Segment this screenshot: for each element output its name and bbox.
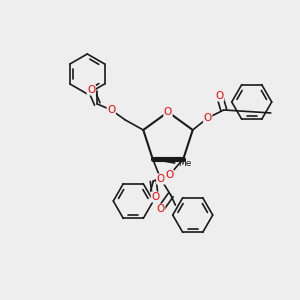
Text: Me: Me [178, 158, 191, 167]
Text: O: O [165, 170, 173, 180]
Text: O: O [164, 107, 172, 117]
Text: O: O [87, 85, 95, 95]
Text: O: O [151, 192, 159, 202]
Text: O: O [107, 105, 116, 115]
Text: O: O [157, 174, 165, 184]
Text: O: O [216, 91, 224, 101]
Text: O: O [157, 204, 165, 214]
Text: O: O [204, 113, 212, 123]
